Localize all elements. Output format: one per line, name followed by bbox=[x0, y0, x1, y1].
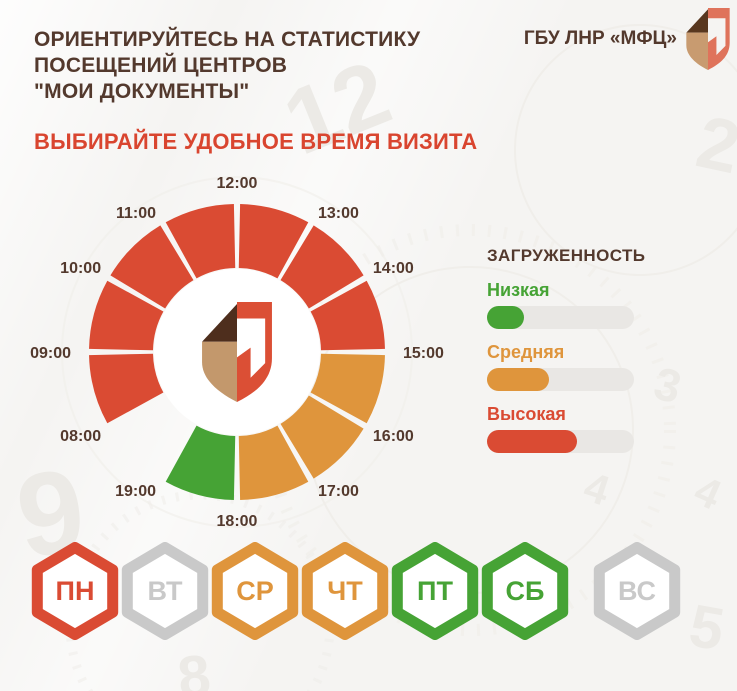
day-tue: ВТ bbox=[121, 542, 209, 640]
page-title: ОРИЕНТИРУЙТЕСЬ НА СТАТИСТИКУ ПОСЕЩЕНИЙ Ц… bbox=[34, 27, 420, 105]
title-line-1: ОРИЕНТИРУЙТЕСЬ НА СТАТИСТИКУ bbox=[34, 28, 421, 51]
day-wed-hexagon-icon: СР bbox=[211, 542, 299, 640]
title-line-3: "МОИ ДОКУМЕНТЫ" bbox=[34, 80, 250, 103]
day-mon-hexagon-icon: ПН bbox=[31, 542, 119, 640]
legend-bar-fill-high bbox=[487, 430, 577, 453]
day-fri-label: ПТ bbox=[417, 576, 453, 606]
legend-label-high: Высокая bbox=[487, 404, 566, 424]
legend-bar-track-medium bbox=[487, 368, 634, 391]
day-thu: ЧТ bbox=[301, 542, 389, 640]
day-fri-hexagon-icon: ПТ bbox=[391, 542, 479, 640]
legend-item-medium: Средняя bbox=[487, 342, 657, 391]
day-mon: ПН bbox=[31, 542, 119, 640]
day-sat-hex-border bbox=[481, 542, 569, 640]
busyness-legend: ЗАГРУЖЕННОСТЬ Низкая Средняя Высокая bbox=[487, 246, 657, 466]
day-sat-label: СБ bbox=[506, 576, 545, 606]
legend-label-medium: Средняя bbox=[487, 342, 565, 362]
day-wed-hex-border bbox=[211, 542, 299, 640]
day-sun: ВС bbox=[593, 542, 681, 640]
legend-bar-track-low bbox=[487, 306, 634, 329]
day-wed: СР bbox=[211, 542, 299, 640]
day-sun-hex-border bbox=[593, 542, 681, 640]
legend-title: ЗАГРУЖЕННОСТЬ bbox=[487, 246, 646, 265]
legend-item-low: Низкая bbox=[487, 280, 657, 329]
legend-bar-fill-medium bbox=[487, 368, 549, 391]
weekday-row: ПН ВТ СР ЧТ ПТ СБ ВС bbox=[31, 542, 681, 640]
day-sun-label: ВС bbox=[618, 576, 656, 606]
day-thu-label: ЧТ bbox=[327, 576, 363, 606]
day-wed-label: СР bbox=[236, 576, 274, 606]
legend-bar-track-high bbox=[487, 430, 634, 453]
day-sun-hexagon-icon: ВС bbox=[593, 542, 681, 640]
day-mon-label: ПН bbox=[56, 576, 95, 606]
mfc-logo-icon bbox=[686, 8, 730, 70]
day-fri: ПТ bbox=[391, 542, 479, 640]
legend-label-low: Низкая bbox=[487, 280, 550, 300]
day-thu-hex-border bbox=[301, 542, 389, 640]
day-fri-hex-border bbox=[391, 542, 479, 640]
legend-items: Низкая Средняя Высокая bbox=[487, 280, 657, 453]
page-subtitle: ВЫБИРАЙТЕ УДОБНОЕ ВРЕМЯ ВИЗИТА bbox=[34, 129, 478, 154]
day-sat: СБ bbox=[481, 542, 569, 640]
day-sat-hexagon-icon: СБ bbox=[481, 542, 569, 640]
day-tue-hexagon-icon: ВТ bbox=[121, 542, 209, 640]
watermark-numeral-8: 8 bbox=[174, 642, 214, 691]
day-tue-label: ВТ bbox=[148, 576, 183, 606]
org-header: ГБУ ЛНР «МФЦ» bbox=[524, 8, 731, 70]
legend-bar-fill-low bbox=[487, 306, 524, 329]
day-mon-hex-border bbox=[31, 542, 119, 640]
title-line-2: ПОСЕЩЕНИЙ ЦЕНТРОВ bbox=[34, 54, 288, 77]
legend-item-high: Высокая bbox=[487, 404, 657, 453]
day-tue-hex-border bbox=[121, 542, 209, 640]
day-thu-hexagon-icon: ЧТ bbox=[301, 542, 389, 640]
org-name: ГБУ ЛНР «МФЦ» bbox=[523, 28, 677, 49]
